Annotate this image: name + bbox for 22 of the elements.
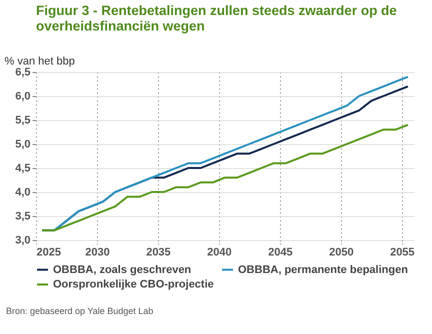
x-tick-label: 2050 [329,246,354,258]
y-tick-label: 6,0 [15,90,30,102]
legend-label: OBBBA, permanente bepalingen [238,264,408,276]
x-tick-label: 2045 [268,246,293,258]
y-tick-label: 5,5 [15,114,30,126]
y-tick-label: 3,5 [15,210,30,222]
x-tick-label: 2035 [146,246,171,258]
line-series [41,124,409,232]
legend-label: OBBBA, zoals geschreven [53,264,192,276]
legend-label: Oorspronkelijke CBO-projectie [53,278,214,290]
x-tick-label: 2040 [207,246,232,258]
text: Bron: gebaseerd op Yale Budget Lab [6,306,154,316]
x-tick-label: 2025 [36,246,61,258]
x-tick-label: 2030 [85,246,110,258]
y-tick-label: 4,0 [15,186,30,198]
y-tick-label: 3,0 [15,234,30,246]
y-tick-label: 6,5 [15,66,30,78]
chart-title: Figuur 3 - Rentebetalingen zullen steeds zwaarder op de overheidsfinanciën wegen [36,3,398,34]
y-tick-label: 5,0 [15,138,30,150]
y-tick-label: 4,5 [15,162,30,174]
x-tick-label: 2055 [390,246,415,258]
y-axis-title: % van het bbp [4,56,75,68]
